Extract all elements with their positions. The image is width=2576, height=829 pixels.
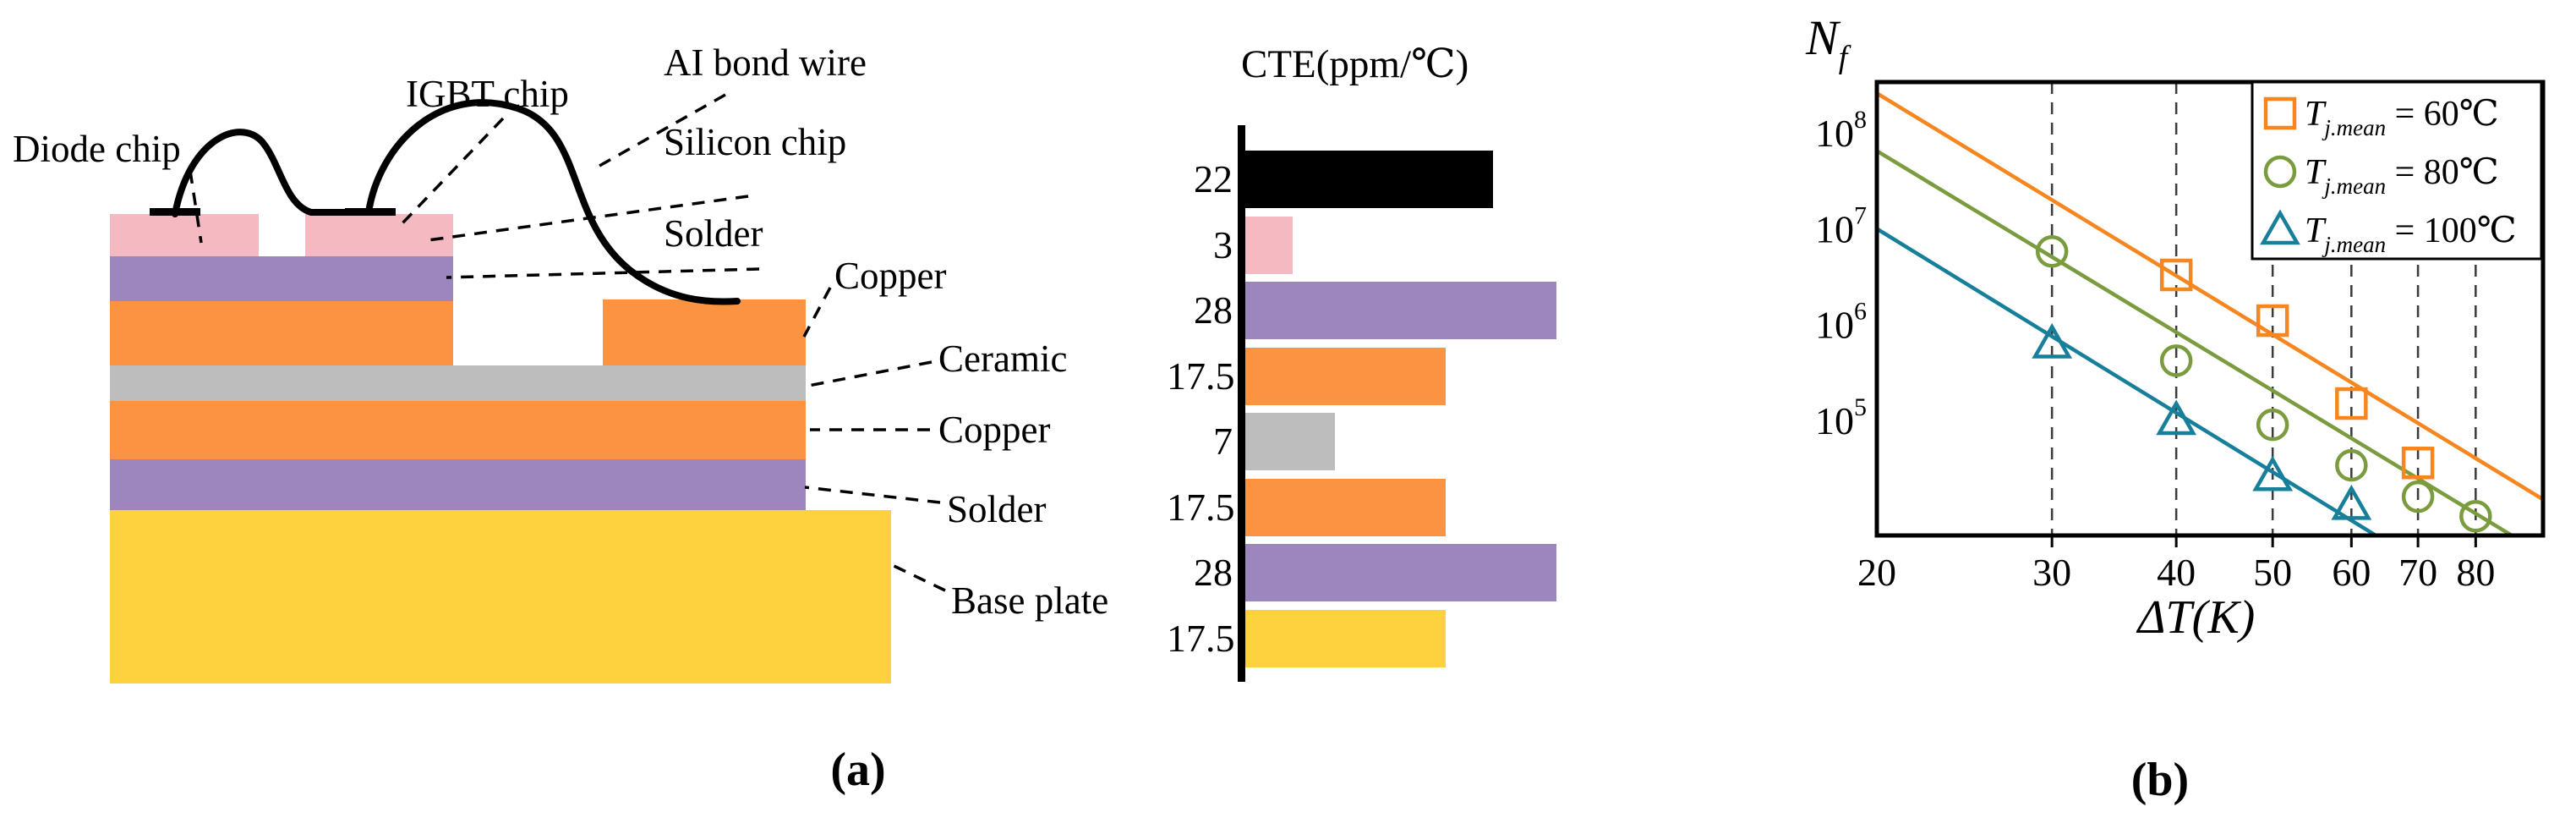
label-igbt-chip: IGBT chip: [406, 73, 569, 115]
x-tick-label-60: 60: [2332, 551, 2371, 594]
label-silicon-chip: Silicon chip: [664, 121, 847, 163]
point-80-dT80: [2459, 500, 2492, 533]
base-plate-layer: [110, 510, 891, 684]
point-60-dT70: [2401, 447, 2435, 480]
copper-island-layer: [603, 299, 806, 365]
label-solder-top: Solder: [664, 212, 763, 255]
y-tick-label-1e5: 105: [1815, 393, 1867, 442]
label-solder-bottom: Solder: [947, 488, 1047, 530]
point-60-dT60: [2335, 387, 2368, 420]
legend-symbol-80: [2263, 155, 2297, 189]
cte-bar-5-copper: [1245, 478, 1446, 536]
x-tick-label-20: 20: [1857, 551, 1896, 594]
leader-igbt-chip: [399, 117, 505, 227]
legend-box: [2251, 80, 2543, 261]
cte-bar-chart: CTE(ppm/℃) 22 3 28 17.5 7 17.5 28 17.5: [1167, 0, 1708, 829]
leader-ceramic: [807, 360, 933, 387]
label-base-plate: Base plate: [951, 579, 1109, 622]
cte-value-6-solder: 28: [1194, 551, 1233, 594]
panel-a-annotations: [150, 93, 946, 592]
y-tick-label-1e8: 108: [1815, 106, 1867, 155]
point-80-dT60: [2335, 448, 2368, 482]
leader-base-plate: [888, 562, 946, 592]
caption-a: (a): [830, 744, 886, 796]
legend-symbol-60: [2263, 96, 2297, 130]
leader-solder-bottom: [804, 486, 941, 504]
leader-copper-top: [802, 287, 832, 338]
fit-line-100: [1877, 227, 2377, 535]
al-bond-wire-curve: [172, 99, 741, 305]
cte-bar-0-al-bond-wire: [1245, 151, 1493, 208]
plot-frame: [1874, 80, 2546, 538]
point-100-dT40: [2156, 399, 2197, 436]
x-tick-label-70: 70: [2398, 551, 2437, 594]
leader-solder-top: [446, 267, 760, 279]
point-80-dT30: [2035, 235, 2069, 268]
cte-value-7-base-plate: 17.5: [1167, 616, 1235, 660]
cte-bar-3-copper: [1245, 347, 1446, 405]
legend-label-100: Tj.mean = 100℃: [2305, 211, 2517, 257]
point-80-dT70: [2401, 480, 2435, 513]
cte-value-0-al-bond-wire: 22: [1194, 157, 1233, 200]
ceramic-layer: [110, 365, 806, 401]
cte-value-2-solder: 28: [1194, 288, 1233, 332]
copper-bottom-layer: [110, 401, 806, 459]
x-axis-title: ΔT(K): [2136, 591, 2256, 644]
cte-bar-7-base-plate: [1245, 609, 1446, 667]
point-100-dT60: [2331, 484, 2372, 520]
igbt-chip-layer: [305, 214, 453, 256]
point-100-dT30: [2032, 322, 2073, 359]
point-80-dT40: [2159, 344, 2193, 377]
x-tick-label-80: 80: [2456, 551, 2495, 594]
label-copper-top: Copper: [834, 255, 947, 297]
label-ceramic: Ceramic: [938, 338, 1068, 380]
lifetime-plot: 20 30 40 50 60 70 80 108 107 106 105 Nf ΔT(K) Tj.mean…: [1805, 10, 2546, 806]
y-axis-title: Nf: [1805, 10, 1851, 75]
cte-value-1-silicon-chip: 3: [1213, 222, 1233, 266]
x-tick-label-40: 40: [2157, 551, 2196, 594]
diode-chip-layer: [110, 214, 259, 256]
cte-value-5-copper: 17.5: [1167, 485, 1235, 529]
point-100-dT50: [2252, 455, 2294, 491]
cte-value-3-copper: 17.5: [1167, 354, 1235, 398]
fit-line-80: [1877, 149, 2513, 535]
y-tick-label-1e7: 107: [1815, 201, 1867, 250]
copper-top-layer: [110, 301, 453, 365]
leader-al-bond-wire: [593, 93, 726, 171]
cte-value-4-ceramic: 7: [1213, 420, 1233, 463]
cte-bar-2-solder: [1245, 282, 1556, 339]
leader-silicon-chip: [427, 195, 749, 242]
point-60-dT40: [2159, 258, 2193, 292]
cte-bar-1-silicon-chip: [1245, 216, 1293, 274]
fit-line-60: [1877, 91, 2543, 502]
x-tick-label-30: 30: [2032, 551, 2071, 594]
cte-bar-6-solder: [1245, 544, 1556, 601]
solder-top-layer: [110, 256, 453, 301]
solder-bottom-layer: [110, 459, 806, 510]
label-al-bond-wire: AI bond wire: [664, 41, 867, 84]
legend-label-80: Tj.mean = 80℃: [2305, 153, 2499, 199]
point-80-dT50: [2256, 408, 2289, 442]
caption-b: (b): [2131, 754, 2189, 806]
x-tick-label-50: 50: [2253, 551, 2292, 594]
legend-label-60: Tj.mean = 60℃: [2305, 95, 2499, 140]
cte-axis-line: [1238, 125, 1245, 682]
cte-chart-title: CTE(ppm/℃): [1241, 42, 1469, 86]
label-diode-chip: Diode chip: [13, 128, 181, 170]
y-tick-label-1e6: 106: [1815, 298, 1867, 347]
legend-symbol-100: [2260, 209, 2300, 245]
leader-diode-chip: [189, 170, 203, 244]
label-copper-bottom: Copper: [938, 409, 1051, 451]
point-60-dT50: [2256, 304, 2289, 338]
cte-bar-4-ceramic: [1245, 413, 1335, 470]
